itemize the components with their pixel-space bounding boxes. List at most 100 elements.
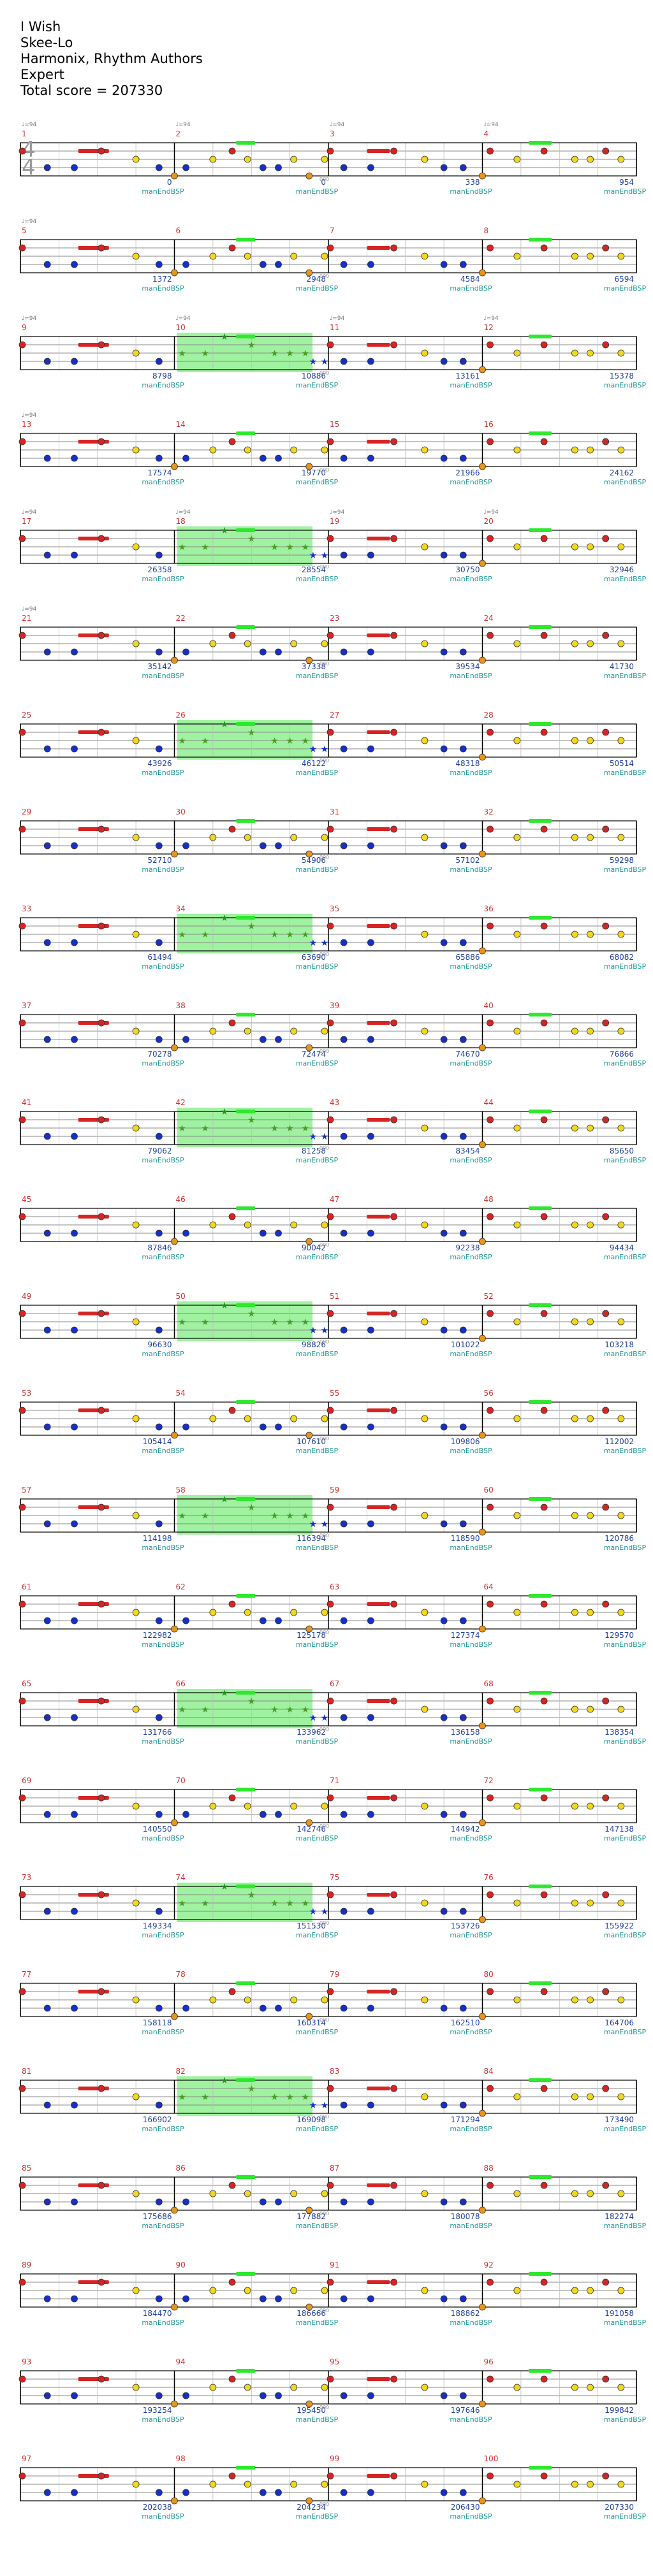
note-red [540,1503,548,1511]
note-red [98,2182,105,2189]
tempo-mark: ♩=94 [330,509,345,516]
note-yellow [421,446,429,454]
note-blue [155,648,163,656]
measure-number: 25 [22,711,31,720]
note-blue [155,551,163,559]
note-yellow [132,1512,140,1519]
note-blue [440,2101,448,2109]
staff-border [20,626,637,661]
star-note-green: ★ [221,1301,229,1311]
note-blue [459,745,467,753]
lane-label: manEndBSP [450,1737,492,1746]
star-note-yellow: ★ [202,542,210,553]
note-blue [367,1423,374,1431]
staff-border [20,1208,637,1242]
staff-border [20,336,637,370]
note-yellow [587,543,594,551]
note-orange [479,269,486,277]
note-yellow [321,2480,328,2488]
note-orange [305,1625,313,1633]
note-red [602,2085,610,2092]
measure-score: 35142 [147,662,172,671]
measure-number: 54 [176,1389,186,1398]
note-yellow [587,252,594,260]
offset-label: 000 [319,758,329,763]
lane-label: manEndBSP [142,478,184,486]
measure-score: 63690 [302,953,326,962]
note-blue [440,1132,448,1140]
note-blue [182,1617,190,1624]
note-blue [459,454,467,462]
note-yellow [321,1996,328,2004]
note-yellow [513,737,521,744]
note-yellow [513,1802,521,1810]
note-red [326,1407,334,1414]
note-red [326,1116,334,1124]
note-blue [71,2392,78,2399]
measure-number: 88 [484,2164,494,2173]
note-blue [367,2004,374,2012]
measure-number: 81 [22,2067,31,2076]
note-blue [440,2198,448,2206]
star-note-red: ★ [247,1309,256,1319]
measure-number: 56 [484,1389,494,1398]
measure-score: 338 [466,178,480,187]
star-note-yellow: ★ [270,1317,279,1328]
note-yellow [571,1318,578,1326]
note-blue [275,2392,282,2399]
sustain-green [528,335,552,338]
note-yellow [617,2480,625,2488]
note-red [487,1988,494,1995]
measure-number: 58 [176,1486,186,1494]
measure-number: 79 [330,1970,339,1979]
note-red [602,438,610,445]
note-orange [171,2497,178,2505]
note-red [487,535,494,542]
tempo-mark: ♩=94 [330,122,345,128]
note-orange [479,1238,486,1245]
lane-label: manEndBSP [450,575,492,583]
offset-label: 000 [319,177,329,182]
measure-number: 83 [330,2067,339,2076]
lane-label: manEndBSP [142,1931,184,1939]
star-note-yellow: ★ [301,349,309,359]
sustain-green [236,1981,256,1985]
note-red [98,1407,105,1414]
note-red [326,728,334,736]
note-yellow [132,1027,140,1035]
measure-number: 51 [330,1292,339,1301]
note-red [18,922,26,930]
measure-score: 193254 [143,2406,172,2415]
note-red [487,2472,494,2480]
lane-label: manEndBSP [142,1834,184,1842]
note-blue [155,2295,163,2303]
note-yellow [132,2190,140,2197]
note-blue [71,1907,78,1915]
note-blue [440,2004,448,2012]
star-note-yellow: ★ [286,542,294,553]
note-yellow [421,2190,429,2197]
note-red [228,244,236,252]
note-blue [340,1811,348,1818]
measure-score: 204234 [297,2503,326,2512]
offset-label: 000 [319,1242,329,1248]
note-yellow [132,930,140,938]
note-blue [340,1714,348,1721]
note-orange [305,2013,313,2020]
note-blue [43,2004,51,2012]
note-blue [367,454,374,462]
staff-border [20,1305,637,1339]
note-yellow [290,1027,298,1035]
note-red [228,825,236,833]
measure-number: 7 [330,226,335,235]
note-yellow [132,1221,140,1229]
measure-number: 32 [484,807,494,816]
note-red [98,2278,105,2286]
measure-number: 59 [330,1486,339,1494]
note-yellow [421,2384,429,2391]
lane-label: manEndBSP [450,478,492,486]
lane-label: manEndBSP [604,672,647,680]
sustain-green [528,625,552,629]
tempo-mark: ♩=94 [176,315,191,322]
measure-score: 10886 [302,372,326,380]
